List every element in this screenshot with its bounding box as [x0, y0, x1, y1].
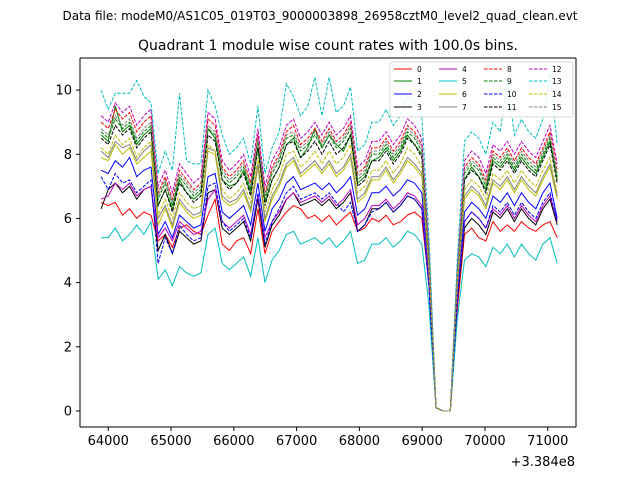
series-line-2 [100, 156, 558, 412]
legend-label-0: 0 [417, 65, 422, 74]
legend-label-7: 7 [462, 103, 467, 112]
series-line-0 [100, 197, 558, 412]
legend-label-15: 15 [552, 103, 562, 112]
y-tick-label: 6 [64, 212, 72, 227]
x-offset-label: +3.384e8 [511, 455, 575, 470]
y-tick-label: 8 [64, 148, 72, 163]
series-line-9 [100, 117, 558, 412]
legend-label-12: 12 [552, 65, 562, 74]
series-line-15 [100, 114, 558, 412]
series-line-11 [100, 124, 558, 412]
x-tick-label: 66000 [213, 434, 254, 449]
legend-label-8: 8 [507, 65, 512, 74]
x-tick-label: 67000 [276, 434, 317, 449]
legend-label-4: 4 [462, 65, 467, 74]
y-tick-label: 2 [64, 340, 72, 355]
suptitle: Data file: modeM0/AS1C05_019T03_90000038… [62, 9, 577, 23]
legend-label-14: 14 [552, 90, 562, 99]
legend-label-3: 3 [417, 103, 422, 112]
x-tick-label: 65000 [150, 434, 191, 449]
legend-label-11: 11 [507, 103, 517, 112]
legend-label-2: 2 [417, 90, 422, 99]
legend-label-10: 10 [507, 90, 517, 99]
axis-ticks: 64000 65000 66000 67000 68000 69000 70000 71000… [55, 84, 568, 449]
legend-label-1: 1 [417, 77, 422, 86]
chart-title: Quadrant 1 module wise count rates with … [138, 38, 518, 54]
y-tick-label: 10 [55, 84, 72, 99]
series-line-6 [100, 143, 558, 412]
x-tick-label: 71000 [527, 434, 568, 449]
series-line-13 [100, 73, 558, 412]
legend-label-6: 6 [462, 90, 467, 99]
plot-area [80, 58, 576, 427]
x-tick-label: 68000 [339, 434, 380, 449]
series-line-3 [100, 182, 558, 412]
legend-label-9: 9 [507, 77, 512, 86]
legend-box [389, 61, 574, 118]
x-tick-label: 70000 [464, 434, 505, 449]
series-line-5 [101, 220, 558, 412]
y-tick-label: 4 [64, 276, 72, 291]
series-line-14 [100, 133, 558, 412]
series-layer [100, 73, 558, 412]
series-line-10 [100, 172, 558, 412]
legend-label-13: 13 [552, 77, 562, 86]
series-line-7 [100, 140, 558, 412]
x-tick-label: 64000 [88, 434, 129, 449]
y-tick-label: 0 [64, 404, 72, 419]
series-line-12 [100, 101, 558, 412]
x-tick-label: 69000 [401, 434, 442, 449]
series-line-8 [100, 108, 558, 412]
legend-label-5: 5 [462, 77, 467, 86]
